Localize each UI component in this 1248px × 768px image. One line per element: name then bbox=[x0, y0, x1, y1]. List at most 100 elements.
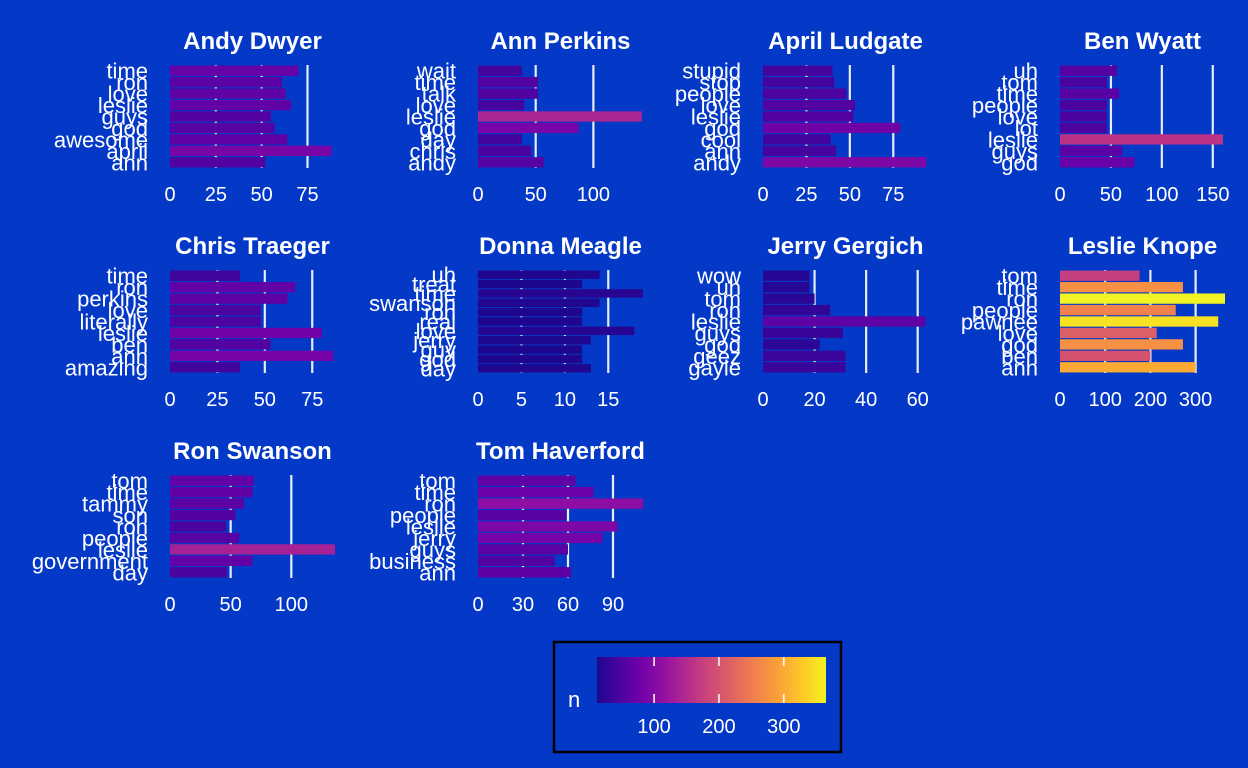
x-tick-label: 25 bbox=[795, 184, 817, 206]
facet-title: April Ludgate bbox=[768, 28, 923, 55]
bar bbox=[1060, 111, 1107, 122]
category-label: andy bbox=[408, 150, 456, 175]
bar bbox=[478, 532, 603, 544]
category-label: people bbox=[675, 82, 741, 107]
category-label: leslie bbox=[691, 105, 741, 130]
bar bbox=[763, 134, 831, 145]
x-tick-label: 200 bbox=[1134, 389, 1167, 411]
category-label: ron bbox=[424, 492, 456, 517]
category-label: ann bbox=[704, 139, 741, 164]
facet-title: Jerry Gergich bbox=[767, 233, 923, 260]
facet-title: Donna Meagle bbox=[479, 233, 642, 260]
legend: n 100 200 300 bbox=[552, 640, 843, 754]
category-label: love bbox=[416, 93, 456, 118]
category-label: god bbox=[111, 116, 148, 141]
bar bbox=[170, 111, 271, 122]
bar bbox=[478, 326, 635, 336]
x-tick-label: 20 bbox=[803, 389, 825, 411]
x-tick-label: 100 bbox=[1145, 184, 1178, 206]
category-label: leslie bbox=[98, 537, 148, 562]
category-label: ron bbox=[1006, 287, 1038, 312]
x-tick-label: 50 bbox=[839, 184, 861, 206]
bar bbox=[478, 487, 594, 498]
x-tick-label: 0 bbox=[1054, 389, 1065, 411]
category-label: tom bbox=[111, 469, 148, 494]
category-label: leslie bbox=[691, 310, 741, 335]
category-label: guys bbox=[410, 537, 456, 562]
bar bbox=[170, 555, 253, 566]
bar bbox=[478, 88, 538, 99]
bar bbox=[478, 317, 583, 326]
category-label: tom bbox=[419, 469, 456, 494]
category-label: swanson bbox=[369, 291, 456, 316]
category-label: geez bbox=[693, 344, 741, 369]
category-label: ron bbox=[709, 298, 741, 323]
x-tick-label: 0 bbox=[757, 184, 768, 206]
x-tick-label: 75 bbox=[296, 184, 318, 206]
legend-tick-label: 200 bbox=[702, 716, 735, 738]
category-label: ben bbox=[111, 332, 148, 357]
legend-title: n bbox=[568, 687, 580, 712]
bar bbox=[763, 327, 843, 339]
category-label: god bbox=[419, 116, 456, 141]
x-tick-label: 40 bbox=[855, 389, 877, 411]
bar bbox=[478, 77, 538, 88]
category-label: time bbox=[996, 82, 1038, 107]
bar bbox=[1060, 304, 1176, 316]
bar bbox=[478, 364, 591, 373]
bar bbox=[170, 145, 332, 156]
category-label: jerry bbox=[412, 526, 456, 551]
category-label: time bbox=[106, 264, 148, 289]
bar bbox=[170, 99, 291, 111]
category-label: day bbox=[421, 356, 456, 381]
bar bbox=[1060, 362, 1196, 373]
category-label: day bbox=[113, 560, 148, 585]
category-label: people bbox=[82, 526, 148, 551]
bar bbox=[478, 279, 583, 289]
bar bbox=[1060, 65, 1118, 76]
bar bbox=[478, 307, 583, 317]
bar bbox=[478, 509, 567, 521]
bar bbox=[763, 77, 835, 88]
facet-title: Chris Traeger bbox=[175, 233, 330, 260]
category-label: tom bbox=[704, 287, 741, 312]
legend-tick-label: 300 bbox=[767, 716, 800, 738]
facet-title: Ann Perkins bbox=[490, 28, 630, 55]
x-tick-label: 300 bbox=[1179, 389, 1212, 411]
category-label: ron bbox=[116, 275, 148, 300]
bar bbox=[170, 157, 266, 168]
bar bbox=[170, 509, 236, 521]
category-label: god bbox=[1001, 332, 1038, 357]
bar bbox=[478, 555, 555, 566]
bar bbox=[478, 336, 591, 345]
category-label: april bbox=[106, 139, 148, 164]
x-tick-label: 0 bbox=[472, 594, 483, 616]
bar bbox=[763, 304, 831, 316]
x-tick-label: 75 bbox=[301, 389, 323, 411]
bar bbox=[1060, 157, 1135, 168]
bar bbox=[170, 475, 254, 486]
x-tick-label: 50 bbox=[525, 184, 547, 206]
x-tick-label: 0 bbox=[472, 184, 483, 206]
bar bbox=[763, 157, 927, 168]
x-tick-label: 0 bbox=[164, 389, 175, 411]
bar bbox=[763, 282, 810, 293]
category-label: leslie bbox=[98, 321, 148, 346]
category-label: people bbox=[390, 503, 456, 528]
category-label: guys bbox=[695, 321, 741, 346]
category-label: leslie bbox=[988, 127, 1038, 152]
facet-panel: Ron Swanson daygovernmentlesliepeoplerons… bbox=[32, 438, 335, 616]
bar bbox=[478, 475, 576, 486]
x-tick-label: 50 bbox=[220, 594, 242, 616]
category-label: cool bbox=[701, 127, 741, 152]
bar bbox=[763, 350, 846, 361]
category-label: stupid bbox=[682, 59, 741, 84]
bar bbox=[478, 354, 583, 364]
bar bbox=[170, 544, 335, 555]
legend-colorbar bbox=[597, 657, 826, 703]
category-label: love bbox=[108, 298, 148, 323]
category-label: tom bbox=[1001, 264, 1038, 289]
category-label: son bbox=[113, 503, 148, 528]
x-tick-label: 60 bbox=[557, 594, 579, 616]
category-label: ann bbox=[1001, 355, 1038, 380]
